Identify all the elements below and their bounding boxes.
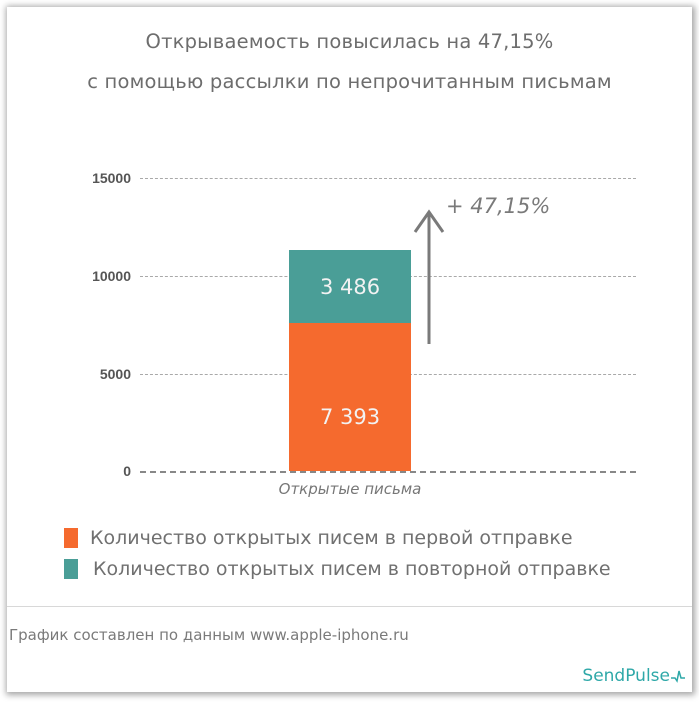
gridline-15000: [140, 178, 636, 179]
y-tick-0: 0: [123, 463, 131, 479]
bar-segment-repeat-send: 3 486: [289, 250, 411, 323]
legend-swatch-orange: [64, 528, 78, 548]
source-note: График составлен по данным www.apple-iph…: [9, 626, 409, 644]
legend-item-repeat-send: Количество открытых писем в повторной от…: [64, 558, 611, 580]
x-category-label: Открытые письма: [278, 480, 422, 498]
brand-name: SendPulse: [582, 666, 670, 686]
arrow-up-icon: [413, 209, 445, 344]
sendpulse-logo: SendPulse: [582, 666, 685, 686]
y-tick-15000: 15000: [92, 170, 131, 186]
legend-swatch-teal: [64, 559, 78, 579]
bar-segment-first-send: 7 393: [289, 323, 411, 471]
gridline-0: [140, 471, 636, 473]
chart-title-line1: Открываемость повысилась на 47,15%: [145, 30, 554, 53]
chart-title-line2: с помощью рассылки по непрочитанным пись…: [87, 70, 612, 93]
bar-value-label: 7 393: [319, 405, 381, 429]
legend-item-first-send: Количество открытых писем в первой отпра…: [64, 527, 573, 549]
legend-label: Количество открытых писем в первой отпра…: [90, 527, 573, 549]
y-tick-5000: 5000: [99, 366, 131, 382]
y-tick-10000: 10000: [92, 268, 131, 284]
footer-divider: [7, 606, 692, 607]
bar-value-label: 3 486: [319, 274, 381, 299]
increase-annotation: + 47,15%: [446, 194, 551, 218]
pulse-icon: [671, 670, 685, 683]
legend-label: Количество открытых писем в повторной от…: [93, 558, 611, 580]
